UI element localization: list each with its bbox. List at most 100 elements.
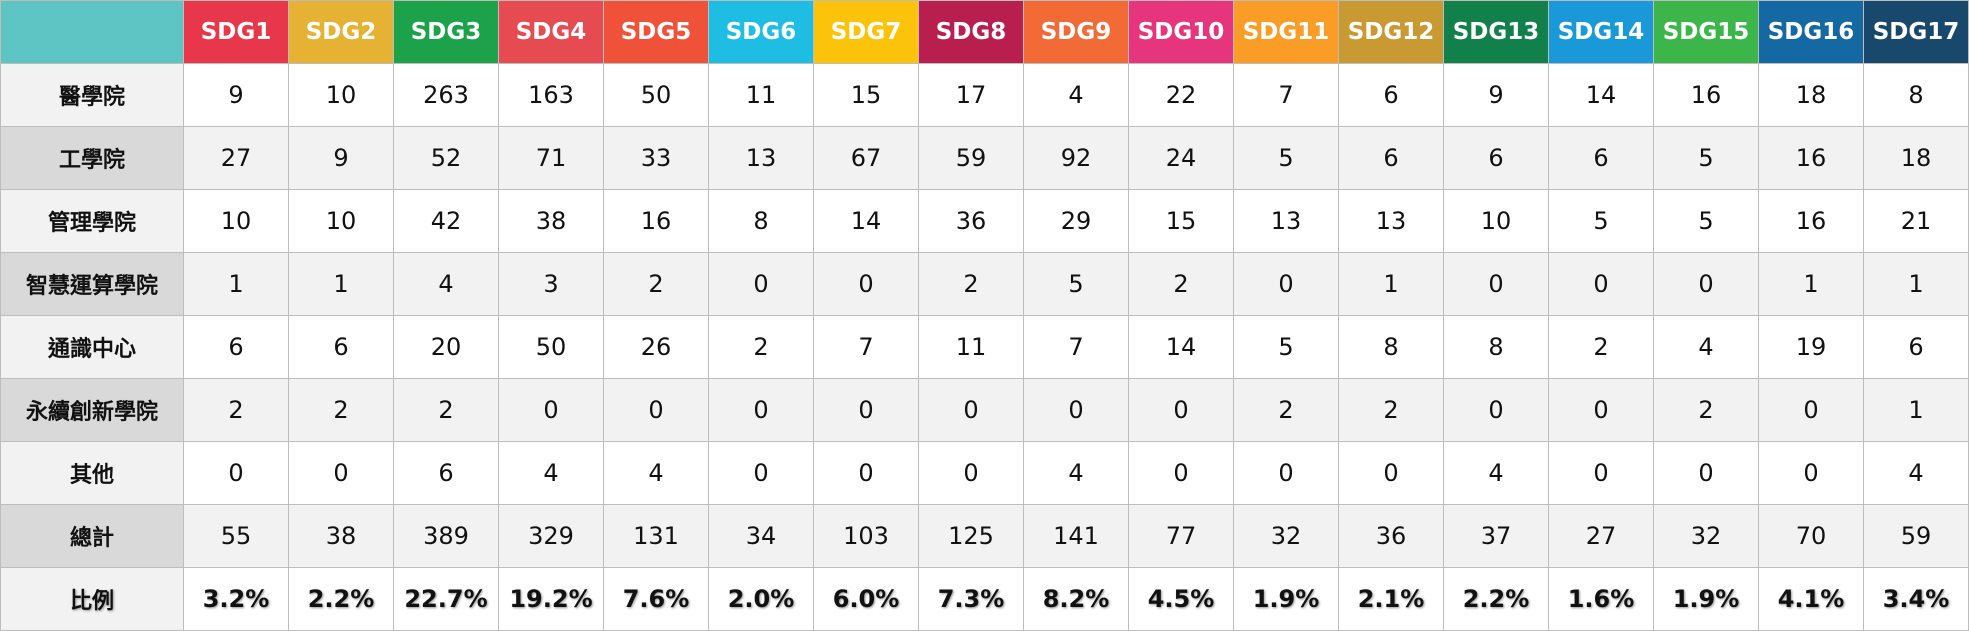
- table-row: 比例 3.2% 2.2% 22.7% 19.2% 7.6% 2.0% 6.0% 7.3% 8.2%…: [0, 567, 1969, 631]
- value-cell: 0: [1128, 378, 1234, 442]
- value-cell: 0: [1758, 441, 1864, 505]
- value-cell: 2: [1653, 378, 1759, 442]
- value-cell: 0: [1443, 378, 1549, 442]
- table-row: 通識中心 6 6 20 50 26 2 7 11 7 14 5 8 8 2 4 19 6: [0, 315, 1969, 379]
- value-cell: 2: [603, 252, 709, 316]
- value-cell: 5: [1653, 189, 1759, 253]
- value-cell: 71: [498, 126, 604, 190]
- value-cell: 0: [1023, 378, 1129, 442]
- value-cell: 2: [1338, 378, 1444, 442]
- value-cell: 4: [1863, 441, 1969, 505]
- value-cell: 0: [288, 441, 394, 505]
- value-cell: 38: [288, 504, 394, 568]
- value-cell: 77: [1128, 504, 1234, 568]
- header-cell: SDG14: [1548, 0, 1654, 64]
- value-cell: 4: [1653, 315, 1759, 379]
- row-label: 管理學院: [0, 189, 184, 253]
- value-cell: 0: [1653, 441, 1759, 505]
- value-cell: 1: [1338, 252, 1444, 316]
- value-cell: 36: [1338, 504, 1444, 568]
- header-cell: SDG10: [1128, 0, 1234, 64]
- value-cell: 13: [1338, 189, 1444, 253]
- value-cell: 2: [1233, 378, 1339, 442]
- value-cell: 10: [1443, 189, 1549, 253]
- table-row: 智慧運算學院 1 1 4 3 2 0 0 2 5 2 0 1 0 0 0 1 1: [0, 252, 1969, 316]
- table-row: 醫學院 9 10 263 163 50 11 15 17 4 22 7 6 9 14 16 18 8: [0, 63, 1969, 127]
- header-cell: SDG7: [813, 0, 919, 64]
- value-cell: 50: [603, 63, 709, 127]
- header-cell: SDG11: [1233, 0, 1339, 64]
- value-cell: 1: [1863, 378, 1969, 442]
- header-cell: SDG3: [393, 0, 499, 64]
- value-cell: 0: [1758, 378, 1864, 442]
- value-cell: 29: [1023, 189, 1129, 253]
- value-cell: 9: [1443, 63, 1549, 127]
- value-cell: 17: [918, 63, 1024, 127]
- value-cell: 1: [288, 252, 394, 316]
- value-cell: 11: [918, 315, 1024, 379]
- value-cell: 0: [918, 378, 1024, 442]
- value-cell: 4: [1023, 63, 1129, 127]
- value-cell: 2: [708, 315, 814, 379]
- value-cell: 0: [603, 378, 709, 442]
- row-label: 智慧運算學院: [0, 252, 184, 316]
- value-cell: 0: [1338, 441, 1444, 505]
- table-row: 總計 55 38 389 329 131 34 103 125 141 77 32 36 37 27 32 70…: [0, 504, 1969, 568]
- value-cell: 24: [1128, 126, 1234, 190]
- value-cell: 4: [603, 441, 709, 505]
- value-cell: 27: [183, 126, 289, 190]
- value-cell: 50: [498, 315, 604, 379]
- value-cell: 3.4%: [1863, 567, 1969, 631]
- value-cell: 5: [1233, 315, 1339, 379]
- value-cell: 70: [1758, 504, 1864, 568]
- value-cell: 0: [708, 252, 814, 316]
- value-cell: 6: [1548, 126, 1654, 190]
- value-cell: 8: [1338, 315, 1444, 379]
- value-cell: 14: [1548, 63, 1654, 127]
- value-cell: 8.2%: [1023, 567, 1129, 631]
- value-cell: 0: [1128, 441, 1234, 505]
- value-cell: 0: [708, 441, 814, 505]
- value-cell: 4: [1023, 441, 1129, 505]
- value-cell: 6: [1338, 63, 1444, 127]
- value-cell: 1.6%: [1548, 567, 1654, 631]
- value-cell: 0: [1653, 252, 1759, 316]
- value-cell: 0: [1233, 252, 1339, 316]
- value-cell: 15: [813, 63, 919, 127]
- value-cell: 55: [183, 504, 289, 568]
- value-cell: 0: [708, 378, 814, 442]
- value-cell: 16: [1758, 189, 1864, 253]
- value-cell: 92: [1023, 126, 1129, 190]
- value-cell: 33: [603, 126, 709, 190]
- value-cell: 52: [393, 126, 499, 190]
- value-cell: 2: [393, 378, 499, 442]
- header-cell: SDG4: [498, 0, 604, 64]
- value-cell: 59: [1863, 504, 1969, 568]
- table-row: 永續創新學院 2 2 2 0 0 0 0 0 0 0 2 2 0 0 2 0 1: [0, 378, 1969, 442]
- value-cell: 263: [393, 63, 499, 127]
- value-cell: 1.9%: [1233, 567, 1339, 631]
- value-cell: 5: [1548, 189, 1654, 253]
- value-cell: 125: [918, 504, 1024, 568]
- value-cell: 6: [1338, 126, 1444, 190]
- header-cell: SDG6: [708, 0, 814, 64]
- value-cell: 2: [918, 252, 1024, 316]
- value-cell: 10: [288, 63, 394, 127]
- value-cell: 0: [1548, 378, 1654, 442]
- value-cell: 2.0%: [708, 567, 814, 631]
- value-cell: 5: [1653, 126, 1759, 190]
- value-cell: 19: [1758, 315, 1864, 379]
- header-cell: SDG8: [918, 0, 1024, 64]
- value-cell: 32: [1233, 504, 1339, 568]
- value-cell: 131: [603, 504, 709, 568]
- header-cell: SDG1: [183, 0, 289, 64]
- value-cell: 8: [1443, 315, 1549, 379]
- value-cell: 0: [183, 441, 289, 505]
- value-cell: 2: [288, 378, 394, 442]
- header-cell: SDG16: [1758, 0, 1864, 64]
- value-cell: 20: [393, 315, 499, 379]
- value-cell: 32: [1653, 504, 1759, 568]
- value-cell: 9: [288, 126, 394, 190]
- value-cell: 59: [918, 126, 1024, 190]
- value-cell: 0: [813, 378, 919, 442]
